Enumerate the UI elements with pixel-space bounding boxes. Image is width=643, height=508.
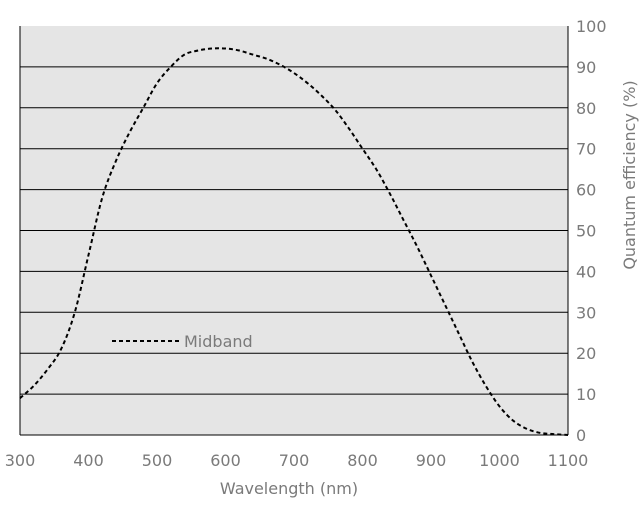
x-axis-label: Wavelength (nm): [220, 479, 358, 498]
y-tick-label: 20: [576, 344, 596, 363]
x-tick-label: 1100: [548, 451, 589, 470]
y-tick-label: 90: [576, 58, 596, 77]
y-tick-label: 50: [576, 222, 596, 241]
y-tick-label: 60: [576, 181, 596, 200]
x-tick-label: 1000: [479, 451, 520, 470]
series-line-midband: [19, 47, 569, 436]
x-tick-label: 900: [416, 451, 447, 470]
x-tick-label: 700: [279, 451, 310, 470]
y-tick-label: 40: [576, 262, 596, 281]
y-axis-label: Quantum efficiency (%): [620, 80, 639, 269]
y-tick-label: 80: [576, 99, 596, 118]
y-tick-label: 10: [576, 385, 596, 404]
x-tick-label: 300: [5, 451, 36, 470]
y-tick-label: 70: [576, 140, 596, 159]
x-tick-label: 500: [142, 451, 173, 470]
y-tick-label: 0: [576, 426, 586, 445]
y-tick-label: 100: [576, 17, 607, 36]
x-tick-label: 800: [347, 451, 378, 470]
y-tick-label: 30: [576, 303, 596, 322]
x-tick-label: 600: [210, 451, 241, 470]
x-tick-label: 400: [73, 451, 104, 470]
legend-label: Midband: [184, 332, 253, 351]
